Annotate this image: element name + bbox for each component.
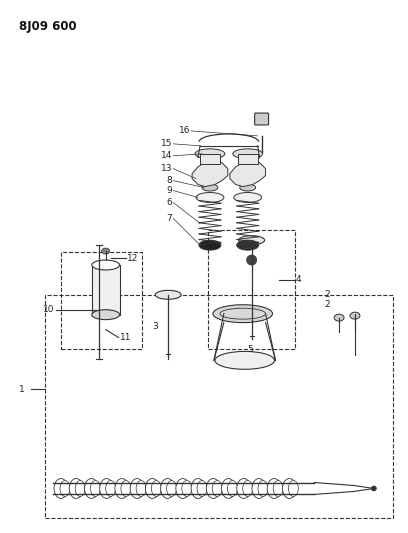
- Text: 1: 1: [19, 385, 25, 394]
- Text: 14: 14: [161, 151, 172, 160]
- Polygon shape: [192, 161, 228, 187]
- Ellipse shape: [197, 481, 207, 496]
- Ellipse shape: [182, 481, 192, 496]
- Text: 13: 13: [161, 164, 172, 173]
- Ellipse shape: [75, 481, 85, 496]
- FancyBboxPatch shape: [255, 113, 268, 125]
- Ellipse shape: [106, 481, 115, 496]
- Bar: [238, 154, 257, 164]
- Ellipse shape: [130, 479, 144, 498]
- Ellipse shape: [166, 481, 177, 496]
- Ellipse shape: [213, 305, 273, 322]
- Ellipse shape: [334, 314, 344, 321]
- Ellipse shape: [350, 312, 360, 319]
- Bar: [61, 252, 142, 350]
- Text: 8: 8: [166, 176, 172, 185]
- Ellipse shape: [92, 260, 120, 270]
- Text: 5: 5: [248, 345, 253, 354]
- Ellipse shape: [161, 479, 175, 498]
- Ellipse shape: [145, 479, 159, 498]
- Ellipse shape: [252, 479, 266, 498]
- Ellipse shape: [222, 479, 235, 498]
- Ellipse shape: [100, 479, 113, 498]
- Text: 16: 16: [179, 126, 190, 135]
- Bar: [208, 230, 295, 350]
- Bar: [200, 154, 220, 164]
- Ellipse shape: [84, 479, 98, 498]
- Ellipse shape: [195, 149, 225, 159]
- Ellipse shape: [233, 149, 263, 159]
- Text: 15: 15: [161, 139, 172, 148]
- Ellipse shape: [136, 481, 146, 496]
- Bar: [92, 265, 120, 314]
- Text: 8J09 600: 8J09 600: [19, 20, 77, 33]
- Ellipse shape: [273, 481, 283, 496]
- Text: 3: 3: [152, 322, 158, 331]
- Ellipse shape: [191, 479, 205, 498]
- Bar: [45, 295, 393, 518]
- Text: 6: 6: [166, 198, 172, 207]
- Ellipse shape: [258, 481, 268, 496]
- Ellipse shape: [92, 310, 120, 320]
- Ellipse shape: [215, 351, 275, 369]
- Text: 11: 11: [120, 333, 131, 342]
- Ellipse shape: [121, 481, 131, 496]
- Ellipse shape: [91, 481, 100, 496]
- Text: 7: 7: [166, 214, 172, 223]
- Ellipse shape: [212, 481, 222, 496]
- Ellipse shape: [267, 479, 281, 498]
- Text: 9: 9: [166, 186, 172, 195]
- Ellipse shape: [240, 184, 256, 191]
- Ellipse shape: [288, 481, 298, 496]
- Ellipse shape: [60, 481, 70, 496]
- Ellipse shape: [371, 486, 376, 491]
- Ellipse shape: [234, 192, 262, 203]
- Ellipse shape: [54, 479, 68, 498]
- Ellipse shape: [102, 248, 110, 254]
- Ellipse shape: [247, 255, 257, 265]
- Ellipse shape: [202, 184, 218, 191]
- Ellipse shape: [69, 479, 83, 498]
- Polygon shape: [230, 161, 266, 187]
- Ellipse shape: [176, 479, 190, 498]
- Ellipse shape: [282, 479, 296, 498]
- Ellipse shape: [151, 481, 161, 496]
- Ellipse shape: [243, 481, 253, 496]
- Ellipse shape: [237, 479, 251, 498]
- Ellipse shape: [228, 481, 237, 496]
- Text: 2: 2: [324, 290, 330, 300]
- Text: 2: 2: [324, 300, 330, 309]
- Ellipse shape: [237, 240, 259, 250]
- Ellipse shape: [239, 236, 264, 245]
- Text: 12: 12: [126, 254, 138, 263]
- Ellipse shape: [199, 240, 221, 250]
- Text: 4: 4: [295, 276, 301, 285]
- Ellipse shape: [206, 479, 220, 498]
- Ellipse shape: [115, 479, 129, 498]
- Text: 10: 10: [43, 305, 55, 314]
- Ellipse shape: [196, 192, 224, 203]
- Ellipse shape: [155, 290, 181, 299]
